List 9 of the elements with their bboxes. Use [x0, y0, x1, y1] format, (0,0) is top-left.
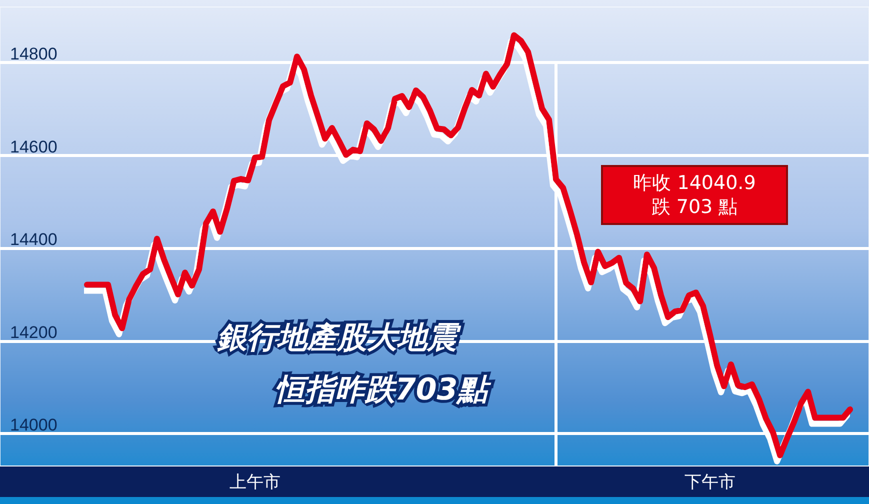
y-tick-label: 14600	[10, 137, 58, 156]
note-box: 昨收 14040.9 跌 703 點	[601, 165, 788, 225]
y-tick-label: 14800	[10, 44, 58, 64]
x-tick-label: 上午市	[230, 472, 280, 492]
x-tick-label: 下午市	[684, 472, 736, 492]
y-tick-label: 14200	[10, 322, 58, 342]
text: 恒指昨跌703點	[275, 372, 492, 408]
y-tick-label: 14000	[10, 416, 58, 435]
y-tick-label: 14400	[10, 230, 58, 250]
